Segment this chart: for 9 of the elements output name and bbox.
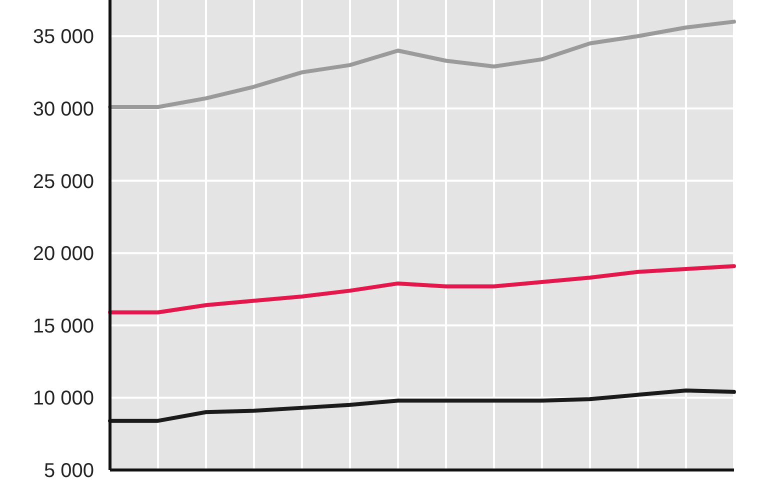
y-tick-label: 20 000	[32, 243, 94, 266]
y-tick-label: 25 000	[32, 170, 94, 193]
y-tick-label: 15 000	[32, 315, 94, 338]
y-tick-label: 30 000	[32, 98, 94, 120]
line-series	[108, 20, 736, 110]
y-tick-label: 10 000	[32, 388, 94, 410]
y-tick-label: 5 000	[44, 460, 94, 480]
y-tick-label: 35 000	[32, 26, 94, 48]
line-series	[108, 264, 736, 314]
